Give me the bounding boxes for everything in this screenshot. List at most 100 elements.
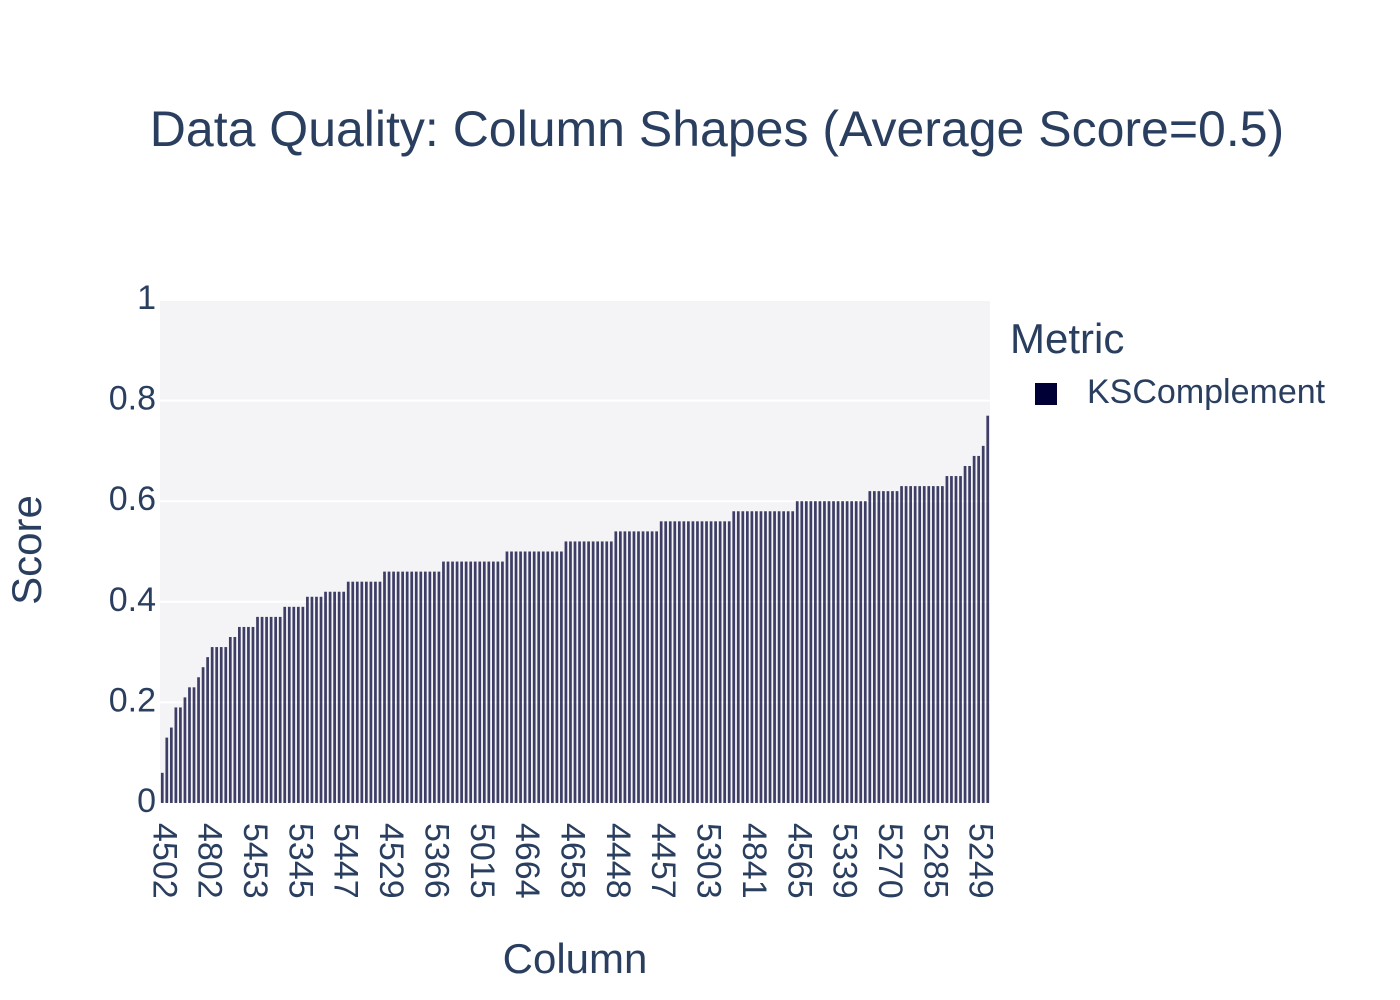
bar — [188, 687, 191, 803]
bar — [247, 626, 250, 803]
bar — [210, 647, 214, 803]
bar — [405, 571, 409, 803]
bar — [782, 511, 785, 803]
x-tick-label: 4448 — [599, 823, 637, 899]
bar — [274, 616, 278, 803]
bar — [605, 541, 609, 803]
x-tick-label: 4565 — [780, 823, 818, 899]
x-tick-label: 5447 — [327, 823, 365, 899]
x-tick-label: 5249 — [962, 823, 1000, 899]
x-tick-label: 4502 — [145, 823, 183, 899]
bar — [832, 501, 835, 803]
x-tick-label: 5453 — [236, 823, 274, 899]
bar — [179, 707, 182, 803]
bar — [877, 491, 881, 803]
bar — [482, 561, 486, 803]
bar — [682, 521, 686, 803]
bar — [492, 561, 495, 803]
bar — [836, 501, 840, 803]
bar — [791, 511, 795, 803]
bar — [931, 486, 935, 803]
bar — [464, 561, 468, 803]
bar — [745, 511, 749, 803]
bar — [664, 521, 668, 803]
bar — [546, 551, 550, 803]
bar — [433, 571, 436, 803]
x-tick-label: 5345 — [281, 823, 319, 899]
bar — [269, 616, 273, 803]
bar — [183, 697, 187, 803]
y-tick-label: 0.2 — [109, 681, 156, 719]
bar — [800, 501, 804, 803]
bar — [192, 687, 196, 803]
bar — [913, 486, 917, 803]
bar — [365, 581, 368, 803]
bar — [442, 561, 445, 803]
x-tick-label: 4802 — [191, 823, 229, 899]
x-tick-label: 5303 — [690, 823, 728, 899]
bar — [469, 561, 473, 803]
chart-title: Data Quality: Column Shapes (Average Sco… — [150, 101, 1284, 157]
bar — [342, 591, 346, 803]
bar — [614, 531, 618, 803]
bar — [224, 647, 228, 803]
bar — [292, 606, 296, 803]
bar — [328, 591, 332, 803]
bar — [736, 511, 740, 803]
bar — [160, 772, 164, 803]
bar — [383, 571, 386, 803]
bar — [351, 581, 355, 803]
x-axis-title: Column — [503, 935, 648, 982]
bar — [423, 571, 427, 803]
bar — [868, 491, 872, 803]
bar — [378, 581, 382, 803]
bar — [355, 581, 359, 803]
bar — [637, 531, 640, 803]
bar — [550, 551, 554, 803]
bar — [687, 521, 690, 803]
bar — [333, 591, 336, 803]
bar — [238, 626, 241, 803]
bar — [569, 541, 572, 803]
bar — [691, 521, 695, 803]
bar — [197, 677, 200, 803]
bar — [578, 541, 581, 803]
bar — [278, 616, 282, 803]
bar — [959, 476, 962, 803]
x-tick-label: 4658 — [553, 823, 591, 899]
bar — [251, 626, 255, 803]
bar — [301, 606, 305, 803]
bar — [886, 491, 890, 803]
bar — [646, 531, 649, 803]
bar — [759, 511, 763, 803]
bar — [541, 551, 545, 803]
bar — [360, 581, 364, 803]
y-tick-label: 0 — [137, 782, 156, 820]
bar — [655, 531, 658, 803]
bar — [650, 531, 654, 803]
bar — [396, 571, 400, 803]
bar — [986, 415, 990, 803]
bar — [287, 606, 291, 803]
bar — [628, 531, 631, 803]
bar — [387, 571, 391, 803]
bar — [446, 561, 450, 803]
bar — [755, 511, 758, 803]
bar — [510, 551, 513, 803]
bar — [428, 571, 432, 803]
bar — [827, 501, 831, 803]
bar — [809, 501, 813, 803]
bar — [419, 571, 423, 803]
y-tick-label: 0.4 — [109, 581, 156, 619]
bar — [673, 521, 677, 803]
bar — [591, 541, 595, 803]
bar — [705, 521, 708, 803]
bar — [818, 501, 822, 803]
bar — [165, 737, 169, 803]
bar — [310, 596, 314, 803]
bar — [532, 551, 536, 803]
x-tick-label: 4664 — [508, 823, 546, 899]
bar — [882, 491, 885, 803]
bar — [582, 541, 586, 803]
